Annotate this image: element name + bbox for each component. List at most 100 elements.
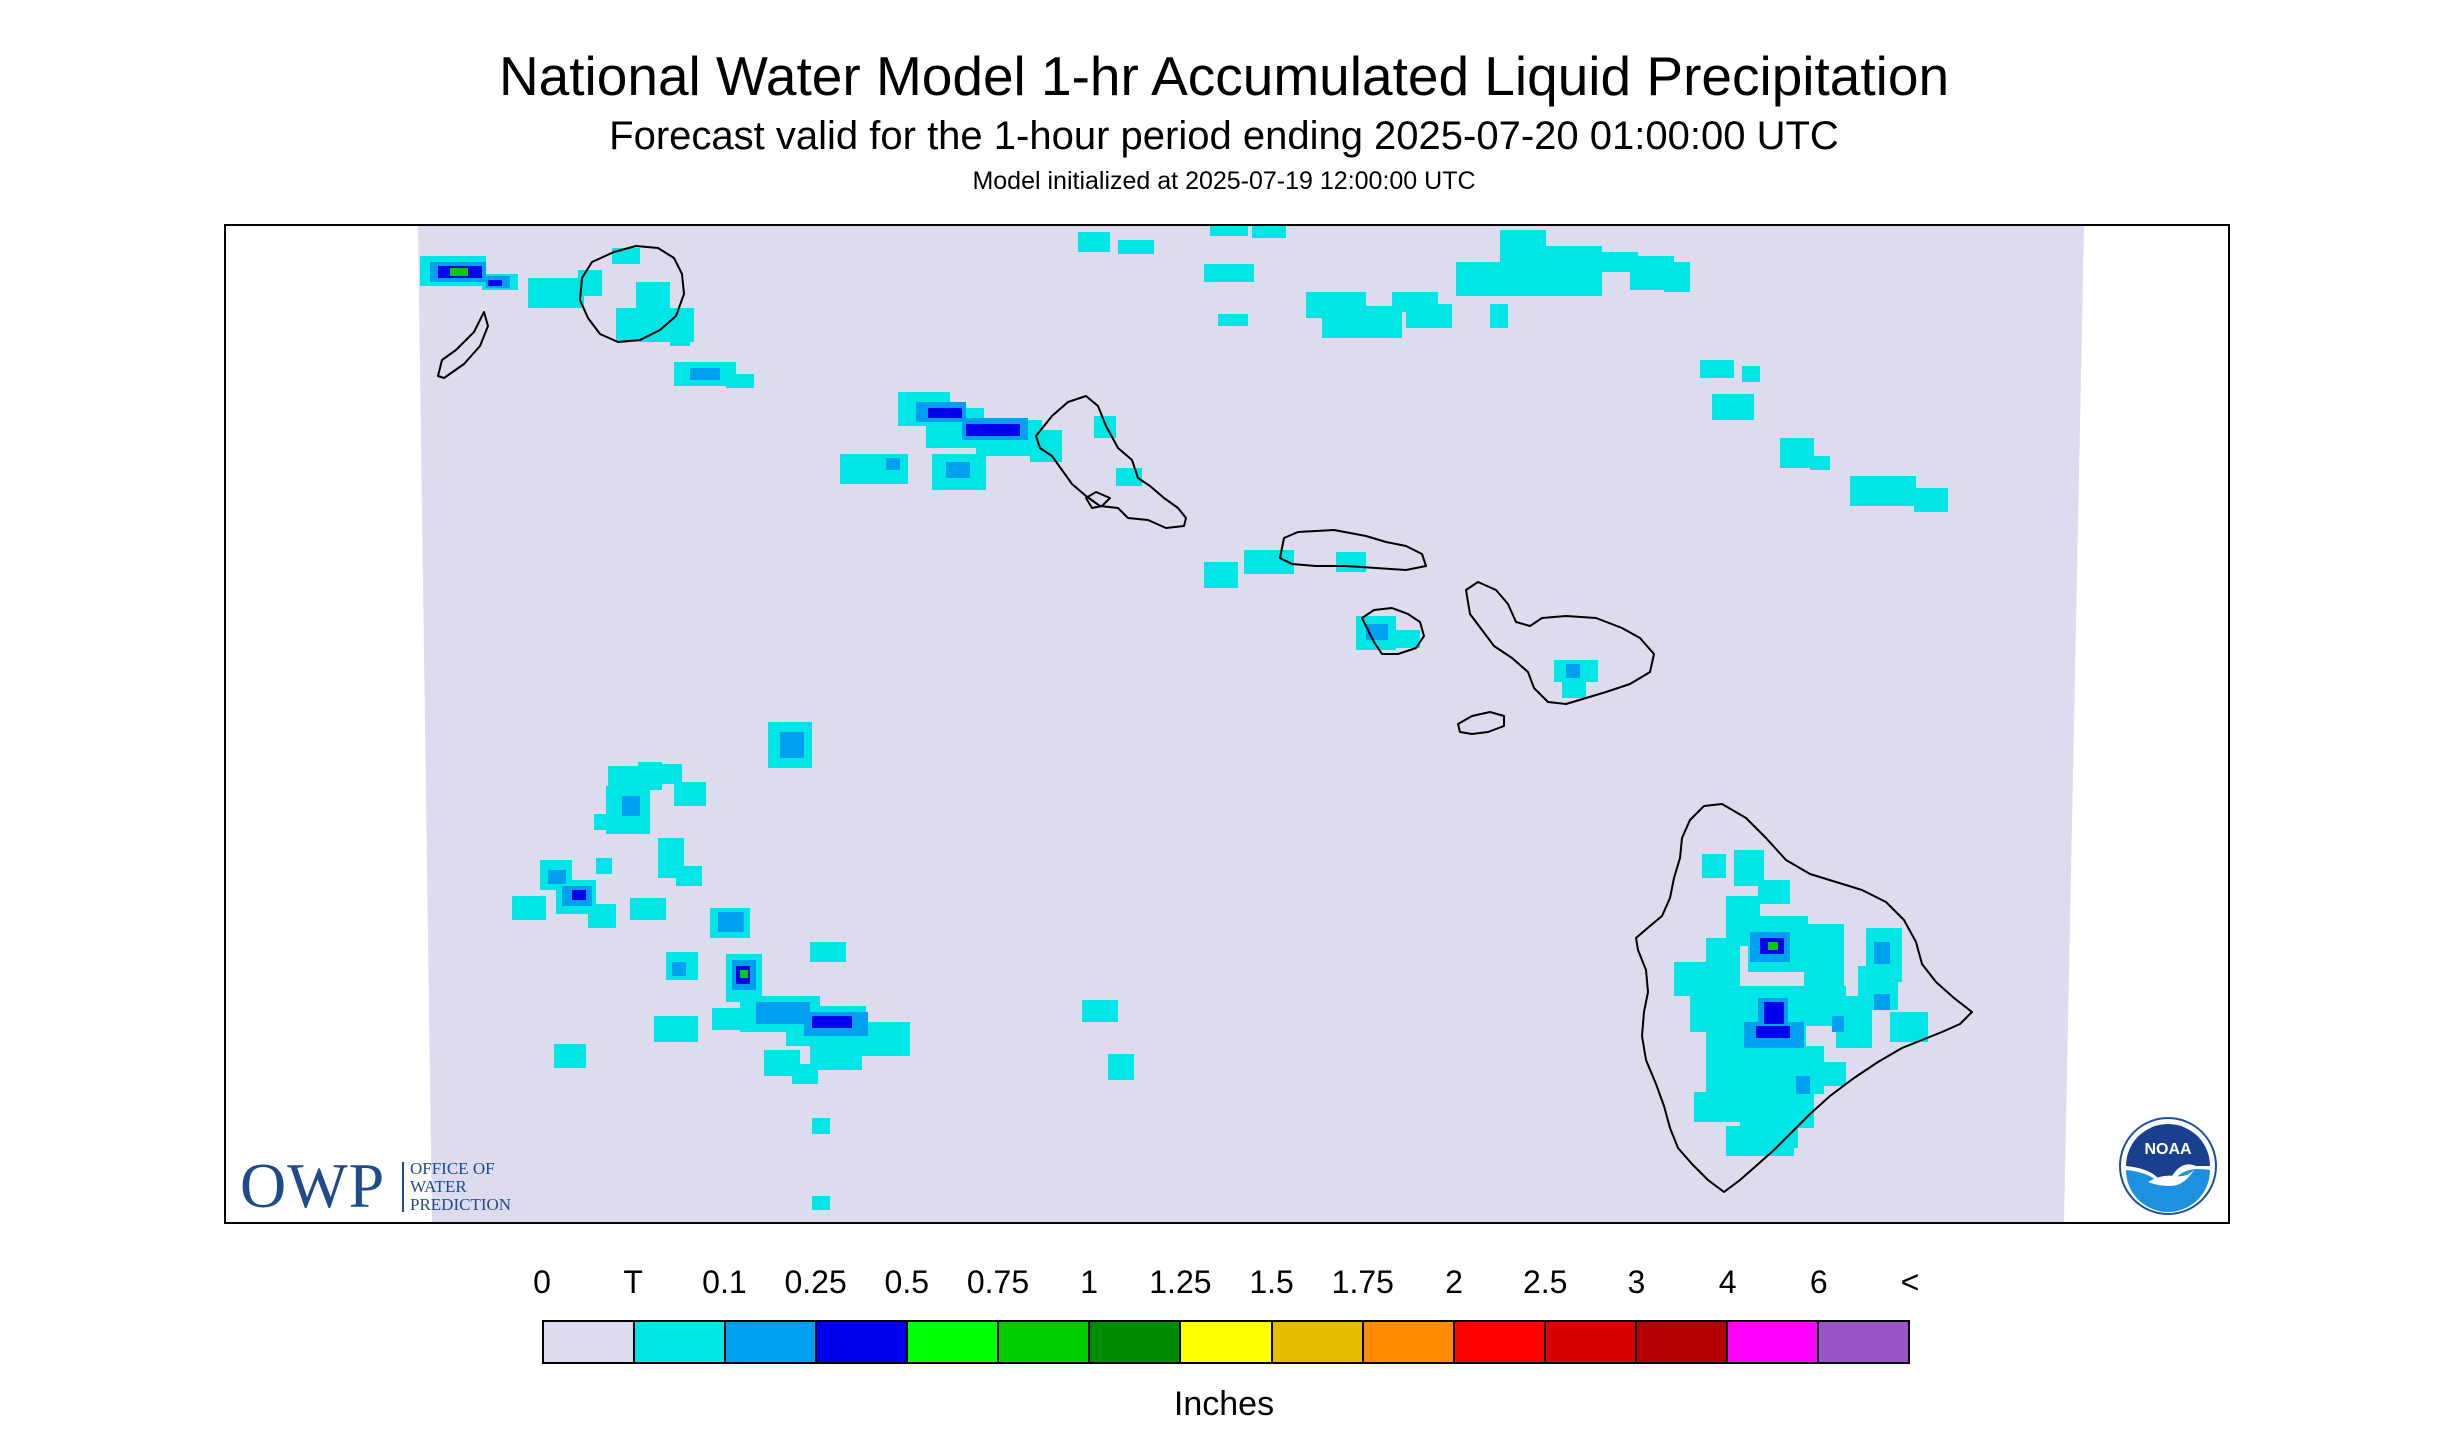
precip-cell: [1244, 550, 1294, 574]
precip-cell: [690, 368, 720, 380]
island-niihau: [437, 311, 489, 379]
precip-cell: [1322, 306, 1402, 338]
precip-cell: [596, 858, 612, 874]
precip-cell: [810, 1044, 862, 1070]
precip-cell: [1874, 942, 1890, 964]
precip-cell: [1796, 1076, 1810, 1094]
precip-moderate-cells: [438, 266, 1790, 1038]
island-kahoolawe: [1457, 711, 1505, 735]
precip-cell: [1874, 994, 1890, 1010]
precip-cell: [588, 904, 616, 928]
precip-cell: [1204, 264, 1254, 282]
precip-cell: [528, 278, 584, 308]
noaa-logo-text: NOAA: [2144, 1141, 2192, 1158]
precip-cell: [1542, 246, 1602, 296]
oahu-pearl-harbor: [1085, 491, 1111, 509]
precip-cell: [1764, 1002, 1784, 1024]
island-maui: [1465, 581, 1655, 705]
owp-logo: OWP OFFICE OF WATER PREDICTION: [240, 1150, 560, 1221]
legend-swatch: [1272, 1322, 1364, 1362]
precip-cell: [612, 248, 640, 264]
precip-cell: [812, 1196, 830, 1210]
legend-label: 0.1: [702, 1264, 747, 1300]
island-oahu: [1035, 395, 1187, 529]
precip-cell: [1594, 252, 1638, 272]
precip-cell: [1702, 854, 1726, 878]
precip-cell: [726, 374, 754, 388]
precip-cell: [1562, 676, 1586, 698]
precip-cell: [658, 764, 682, 784]
precip-cell: [622, 796, 640, 816]
owp-text-line: OFFICE OF: [410, 1159, 495, 1178]
precip-cell: [676, 866, 702, 886]
precip-cell: [594, 814, 610, 830]
legend-label: <: [1900, 1264, 1920, 1300]
noaa-logo-upper: [2126, 1124, 2210, 1181]
legend-label: 6: [1809, 1264, 1828, 1300]
precip-cell: [1394, 630, 1420, 648]
legend-swatch: [999, 1322, 1091, 1362]
precip-cell: [554, 1044, 586, 1068]
precip-cell: [654, 1016, 698, 1042]
precipitation-map: [418, 226, 2084, 1222]
precip-cell: [1406, 304, 1452, 328]
precip-cell: [1780, 438, 1814, 468]
owp-logo-divider: [402, 1162, 404, 1212]
precip-cell: [630, 898, 666, 920]
legend-label: 1.25: [1149, 1264, 1212, 1300]
precip-cell: [672, 962, 686, 976]
precip-cell: [1726, 1126, 1762, 1156]
precip-cell: [886, 458, 900, 470]
legend-swatch: [1181, 1322, 1273, 1362]
legend-label: 0.25: [784, 1264, 847, 1300]
precip-cell: [1758, 880, 1790, 904]
precip-cell: [1078, 232, 1110, 252]
precip-cell: [718, 912, 744, 932]
precip-cell: [1094, 416, 1116, 438]
precip-heavy-cells: [450, 268, 1778, 978]
precip-cell: [608, 766, 642, 788]
legend-swatch: [726, 1322, 818, 1362]
precip-cell: [1694, 1092, 1744, 1122]
legend-swatch: [1818, 1322, 1908, 1362]
precip-cell: [966, 424, 1020, 436]
legend-label: 0: [533, 1264, 551, 1300]
legend-colorbar: [542, 1320, 1910, 1364]
island-lanai: [1361, 607, 1425, 655]
precip-cell: [1712, 394, 1754, 420]
legend-swatch: [1727, 1322, 1819, 1362]
precip-cell: [1914, 488, 1948, 512]
precip-cell: [670, 324, 690, 346]
precip-cell: [674, 782, 706, 806]
noaa-logo-lower: [2126, 1169, 2210, 1212]
legend-swatch: [817, 1322, 909, 1362]
owp-text-line: PREDICTION: [410, 1195, 512, 1214]
precip-cell: [1108, 1054, 1134, 1080]
legend-labels: 0 T 0.1 0.25 0.5 0.75 1 1.25 1.5 1.75 2 2.5 3 4 6 <: [0, 1262, 2448, 1302]
precip-cell: [548, 870, 566, 884]
precip-cell: [1252, 226, 1286, 238]
model-domain: [418, 226, 2084, 1222]
precip-cell: [1218, 314, 1248, 326]
precip-cell: [1204, 562, 1238, 588]
precip-cell: [1566, 664, 1580, 678]
precip-cell: [1210, 226, 1248, 236]
legend-label: 0.75: [966, 1264, 1030, 1300]
precip-cell: [1832, 1016, 1844, 1032]
legend-label: 0.5: [884, 1264, 930, 1300]
precip-cell: [450, 268, 468, 276]
precip-cell: [1500, 230, 1546, 270]
legend-swatch: [1363, 1322, 1455, 1362]
precip-cell: [1082, 1000, 1118, 1022]
precip-cell: [810, 942, 846, 962]
owp-logo-letters: OWP: [240, 1150, 386, 1221]
precip-cell: [1758, 1126, 1794, 1156]
precip-cell: [1742, 366, 1760, 382]
model-init-time: Model initialized at 2025-07-19 12:00:00…: [972, 167, 1476, 195]
legend-label: 1: [1080, 1264, 1099, 1300]
precip-cell: [1810, 456, 1830, 470]
map-subtitle: Forecast valid for the 1-hour period end…: [609, 114, 1839, 158]
island-hawaii: [1635, 803, 1973, 1193]
precip-cell: [812, 1016, 852, 1028]
map-title: National Water Model 1-hr Accumulated Li…: [498, 45, 1950, 107]
